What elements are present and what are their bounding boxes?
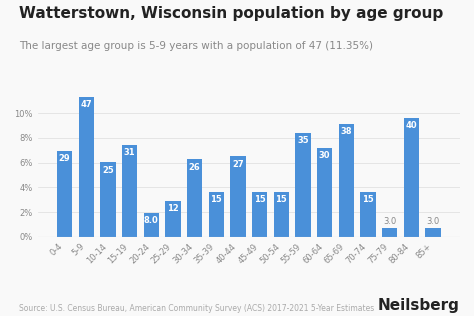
Bar [209, 192, 224, 237]
Bar [382, 228, 397, 237]
Bar [339, 124, 354, 237]
Text: 47: 47 [81, 100, 92, 109]
Text: 35: 35 [297, 136, 309, 145]
Bar [317, 148, 332, 237]
Text: 12: 12 [167, 204, 179, 213]
Text: 15: 15 [275, 195, 287, 204]
Text: 26: 26 [189, 162, 201, 172]
Bar [100, 162, 116, 237]
Text: 3.0: 3.0 [383, 217, 396, 226]
Text: Source: U.S. Census Bureau, American Community Survey (ACS) 2017-2021 5-Year Est: Source: U.S. Census Bureau, American Com… [19, 304, 374, 313]
Text: 30: 30 [319, 151, 330, 160]
Bar [144, 213, 159, 237]
Text: 8.0: 8.0 [144, 216, 159, 225]
Bar [187, 160, 202, 237]
Bar [79, 97, 94, 237]
Text: 27: 27 [232, 160, 244, 168]
Bar [57, 150, 72, 237]
Text: 15: 15 [210, 195, 222, 204]
Bar [165, 201, 181, 237]
Bar [426, 228, 441, 237]
Bar [122, 144, 137, 237]
Text: The largest age group is 5-9 years with a population of 47 (11.35%): The largest age group is 5-9 years with … [19, 41, 373, 51]
Bar [230, 156, 246, 237]
Text: Neilsberg: Neilsberg [378, 298, 460, 313]
Text: 29: 29 [59, 154, 71, 163]
Bar [404, 118, 419, 237]
Bar [295, 133, 310, 237]
Text: 25: 25 [102, 166, 114, 174]
Text: 40: 40 [406, 121, 417, 130]
Text: 15: 15 [362, 195, 374, 204]
Text: 15: 15 [254, 195, 265, 204]
Text: Watterstown, Wisconsin population by age group: Watterstown, Wisconsin population by age… [19, 6, 443, 21]
Text: 31: 31 [124, 148, 136, 157]
Text: 38: 38 [341, 127, 352, 136]
Bar [252, 192, 267, 237]
Bar [274, 192, 289, 237]
Text: 3.0: 3.0 [427, 217, 440, 226]
Bar [360, 192, 375, 237]
